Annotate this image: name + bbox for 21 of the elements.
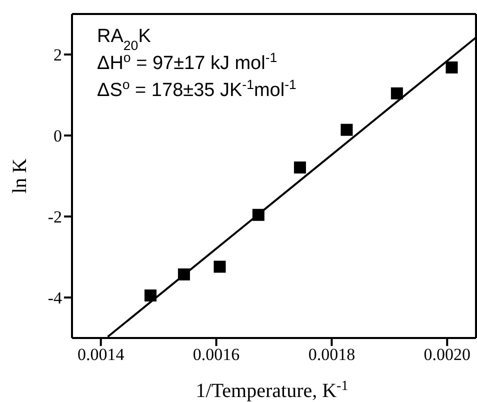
annotation: RA$_{20}$K xyxy=(97,26,152,52)
x-axis-title: 1/Temperature, K$^{-1}$ xyxy=(196,378,348,402)
x-tick-label: 0.0018 xyxy=(308,345,356,364)
x-tick-label: 0.0020 xyxy=(424,345,471,364)
x-tick-label: 0.0014 xyxy=(77,345,125,364)
x-tick-label: 0.0016 xyxy=(192,345,240,364)
point xyxy=(144,289,156,302)
point xyxy=(294,161,306,174)
y-tick-label: -4 xyxy=(48,288,62,308)
point xyxy=(340,124,353,136)
y-tick-label: 0 xyxy=(54,126,62,146)
point xyxy=(214,260,226,273)
point xyxy=(252,208,264,221)
point xyxy=(178,268,190,280)
point xyxy=(446,61,458,74)
annotation: ΔS$^{o}$ = 178±35 JK$^{-1}$mol$^{-1}$ xyxy=(97,76,296,101)
annotation: ΔH$^{o}$ = 97±17 kJ mol$^{-1}$ xyxy=(97,50,278,74)
y-tick-label: 2 xyxy=(54,46,62,65)
y-axis-title: ln K xyxy=(9,158,31,194)
y-tick-label: -2 xyxy=(48,208,62,227)
point xyxy=(390,87,403,100)
